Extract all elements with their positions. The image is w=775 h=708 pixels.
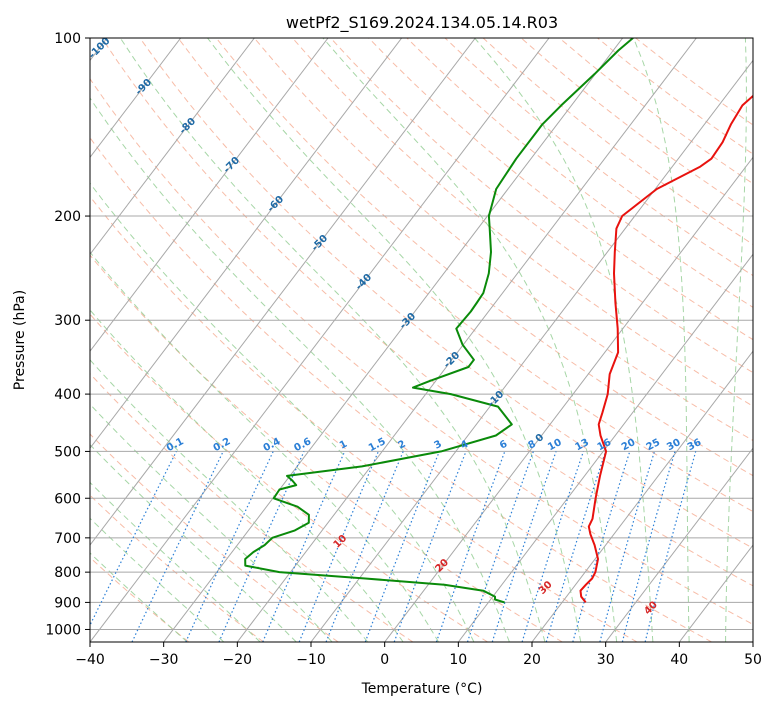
x-tick-label: 50	[744, 652, 762, 668]
moist-adiabat-line	[90, 481, 261, 642]
mixing-ratio-line	[218, 451, 305, 642]
isotherm-line	[90, 38, 476, 546]
x-tick-label: 30	[597, 652, 615, 668]
temperature-profile	[579, 94, 753, 604]
moist-adiabat-line	[633, 38, 690, 642]
mixing-ratio-line	[90, 451, 177, 627]
x-tick-label: 10	[449, 652, 467, 668]
mixing-ratio-line	[325, 451, 404, 642]
moist-adiabat-line	[90, 182, 475, 642]
isotherm-line	[90, 38, 550, 642]
mixing-ratio-line	[298, 451, 379, 642]
y-axis-label: Pressure (hPa)	[12, 290, 28, 390]
mixing-ratio-label: 1	[338, 439, 349, 452]
mixing-ratio-label: 2	[396, 439, 407, 452]
mixing-ratio-line	[435, 451, 506, 642]
isotherm-line	[457, 253, 753, 642]
moist-adiabat-line	[119, 38, 546, 642]
moist-adiabat-line	[474, 38, 654, 642]
x-tick-label: −40	[75, 652, 105, 668]
x-tick-label: 20	[523, 652, 541, 668]
y-tick-label: 300	[54, 313, 81, 329]
mixing-ratio-label: 4	[459, 439, 470, 452]
isotherm-line	[90, 38, 329, 353]
dry-adiabat-line	[406, 38, 753, 308]
isotherm-line	[90, 38, 255, 256]
mixing-ratio-line	[572, 451, 631, 642]
isotherm-line	[531, 350, 753, 642]
y-tick-label: 500	[54, 444, 81, 460]
moist-adiabat-line	[90, 309, 404, 642]
mixing-ratio-line	[466, 451, 534, 642]
isotherm-line	[605, 447, 753, 642]
x-tick-label: −20	[223, 652, 253, 668]
moist-adiabat-line	[90, 403, 333, 642]
y-tick-label: 900	[54, 595, 81, 611]
mixing-ratio-line	[621, 451, 676, 642]
mixing-ratio-label: 3	[433, 439, 444, 452]
mixing-ratio-label: 6	[498, 439, 509, 452]
chart-title: wetPf2_S169.2024.134.05.14.R03	[286, 13, 558, 33]
moist-adiabat-line	[725, 38, 747, 642]
mixing-ratio-line	[599, 451, 656, 642]
isotherm-line	[236, 38, 697, 642]
moist-adiabat-line	[90, 552, 188, 642]
dry-adiabat-line	[90, 373, 414, 642]
mixing-ratio-line	[545, 451, 607, 642]
x-tick-label: −10	[296, 652, 326, 668]
sounding-curves	[244, 38, 753, 604]
mixing-ratio-line	[262, 451, 346, 642]
mixing-ratio-line	[521, 451, 584, 642]
dry-adiabat-line	[330, 38, 753, 374]
moist-adiabat-line	[90, 97, 510, 642]
dry-adiabat-line	[90, 195, 638, 642]
moist-adiabat-line	[90, 359, 369, 642]
x-tick-label: 0	[380, 652, 389, 668]
y-tick-label: 700	[54, 531, 81, 547]
x-tick-label: −30	[149, 652, 179, 668]
isotherm-line	[90, 38, 403, 449]
x-axis-label: Temperature (°C)	[361, 681, 483, 697]
dry-adiabat-line	[90, 433, 339, 642]
background-lines	[90, 38, 753, 642]
y-tick-label: 1000	[45, 623, 81, 639]
plot-frame	[89, 37, 754, 643]
isotherm-line	[90, 38, 182, 159]
dry-adiabat-line	[292, 38, 753, 407]
moist-adiabat-line	[207, 38, 582, 642]
moist-adiabat-line	[322, 38, 618, 642]
dewpoint-profile	[244, 38, 634, 604]
isotherm-line	[310, 59, 753, 642]
mixing-ratio-line	[393, 451, 467, 642]
mixing-ratio-label: 8	[527, 439, 538, 452]
mixing-ratio-line	[491, 451, 557, 642]
y-tick-label: 600	[54, 491, 81, 507]
isotherm-line	[163, 38, 624, 642]
y-tick-label: 200	[54, 209, 81, 225]
y-tick-label: 400	[54, 387, 81, 403]
y-tick-label: 100	[54, 31, 81, 47]
mixing-ratio-line	[644, 451, 697, 642]
mixing-ratio-line	[364, 451, 440, 642]
isotherm-line	[384, 156, 753, 642]
y-tick-label: 800	[54, 565, 81, 581]
dry-adiabat-line	[177, 38, 753, 513]
moist-adiabat-line	[90, 517, 225, 642]
moist-adiabat-line	[90, 443, 297, 642]
x-tick-label: 40	[670, 652, 688, 668]
dry-adiabat-line	[215, 38, 753, 477]
dry-adiabat-line	[253, 38, 753, 442]
dry-adiabat-line	[90, 136, 712, 642]
moist-adiabat-line	[90, 251, 439, 642]
axes: −40 −30 −20 −10 0 10 20 30 40 50 100 200 300 400 500 60…	[45, 31, 762, 668]
